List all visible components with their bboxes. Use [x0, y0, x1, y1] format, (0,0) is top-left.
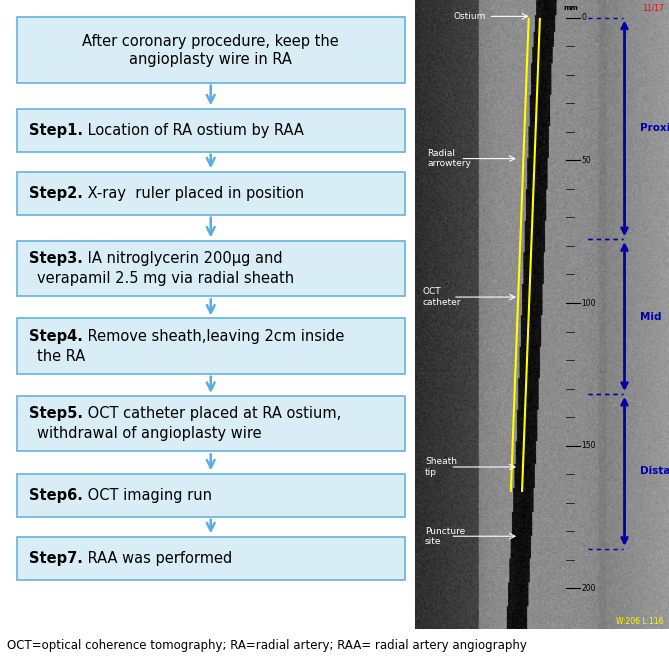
- Text: Step6.: Step6.: [29, 488, 83, 503]
- Text: OCT
catheter: OCT catheter: [422, 287, 461, 307]
- Text: Radial
arrowtery: Radial arrowtery: [427, 149, 472, 168]
- FancyBboxPatch shape: [17, 241, 405, 296]
- Text: 0: 0: [581, 13, 586, 22]
- Text: the RA: the RA: [37, 348, 86, 364]
- FancyBboxPatch shape: [17, 537, 405, 579]
- Text: Ostium: Ostium: [454, 12, 486, 21]
- Text: OCT catheter placed at RA ostium,: OCT catheter placed at RA ostium,: [83, 406, 341, 421]
- Text: Step1.: Step1.: [29, 123, 83, 138]
- Text: verapamil 2.5 mg via radial sheath: verapamil 2.5 mg via radial sheath: [37, 271, 294, 286]
- FancyBboxPatch shape: [17, 474, 405, 517]
- FancyBboxPatch shape: [17, 396, 405, 452]
- Text: mm: mm: [564, 5, 579, 11]
- Text: Step7.: Step7.: [29, 551, 83, 565]
- FancyBboxPatch shape: [17, 109, 405, 152]
- FancyBboxPatch shape: [17, 17, 405, 83]
- Text: Step4.: Step4.: [29, 329, 83, 344]
- Text: 50: 50: [581, 156, 591, 165]
- Text: RAA was performed: RAA was performed: [83, 551, 232, 565]
- Text: 100: 100: [581, 298, 596, 308]
- Text: W:206 L:116: W:206 L:116: [616, 617, 664, 626]
- Text: Proximal: Proximal: [640, 123, 669, 133]
- Text: Remove sheath,leaving 2cm inside: Remove sheath,leaving 2cm inside: [83, 329, 345, 344]
- Text: Mid: Mid: [640, 312, 661, 322]
- Text: Step2.: Step2.: [29, 186, 83, 200]
- FancyBboxPatch shape: [17, 318, 405, 374]
- Text: OCT=optical coherence tomography; RA=radial artery; RAA= radial artery angiograp: OCT=optical coherence tomography; RA=rad…: [7, 639, 527, 653]
- Text: Step3.: Step3.: [29, 251, 83, 266]
- Text: Puncture
site: Puncture site: [425, 527, 465, 546]
- Text: Location of RA ostium by RAA: Location of RA ostium by RAA: [83, 123, 304, 138]
- Text: 150: 150: [581, 442, 596, 450]
- Text: Sheath
tip: Sheath tip: [425, 458, 457, 477]
- Text: IA nitroglycerin 200μg and: IA nitroglycerin 200μg and: [83, 251, 282, 266]
- Text: After coronary procedure, keep the
angioplasty wire in RA: After coronary procedure, keep the angio…: [82, 34, 339, 67]
- Text: X-ray  ruler placed in position: X-ray ruler placed in position: [83, 186, 304, 200]
- Text: 11/17: 11/17: [642, 3, 664, 12]
- Text: withdrawal of angioplasty wire: withdrawal of angioplasty wire: [37, 426, 262, 441]
- Text: OCT imaging run: OCT imaging run: [83, 488, 212, 503]
- Text: Step5.: Step5.: [29, 406, 83, 421]
- FancyBboxPatch shape: [17, 172, 405, 214]
- Text: 200: 200: [581, 584, 596, 593]
- Text: Distal: Distal: [640, 466, 669, 476]
